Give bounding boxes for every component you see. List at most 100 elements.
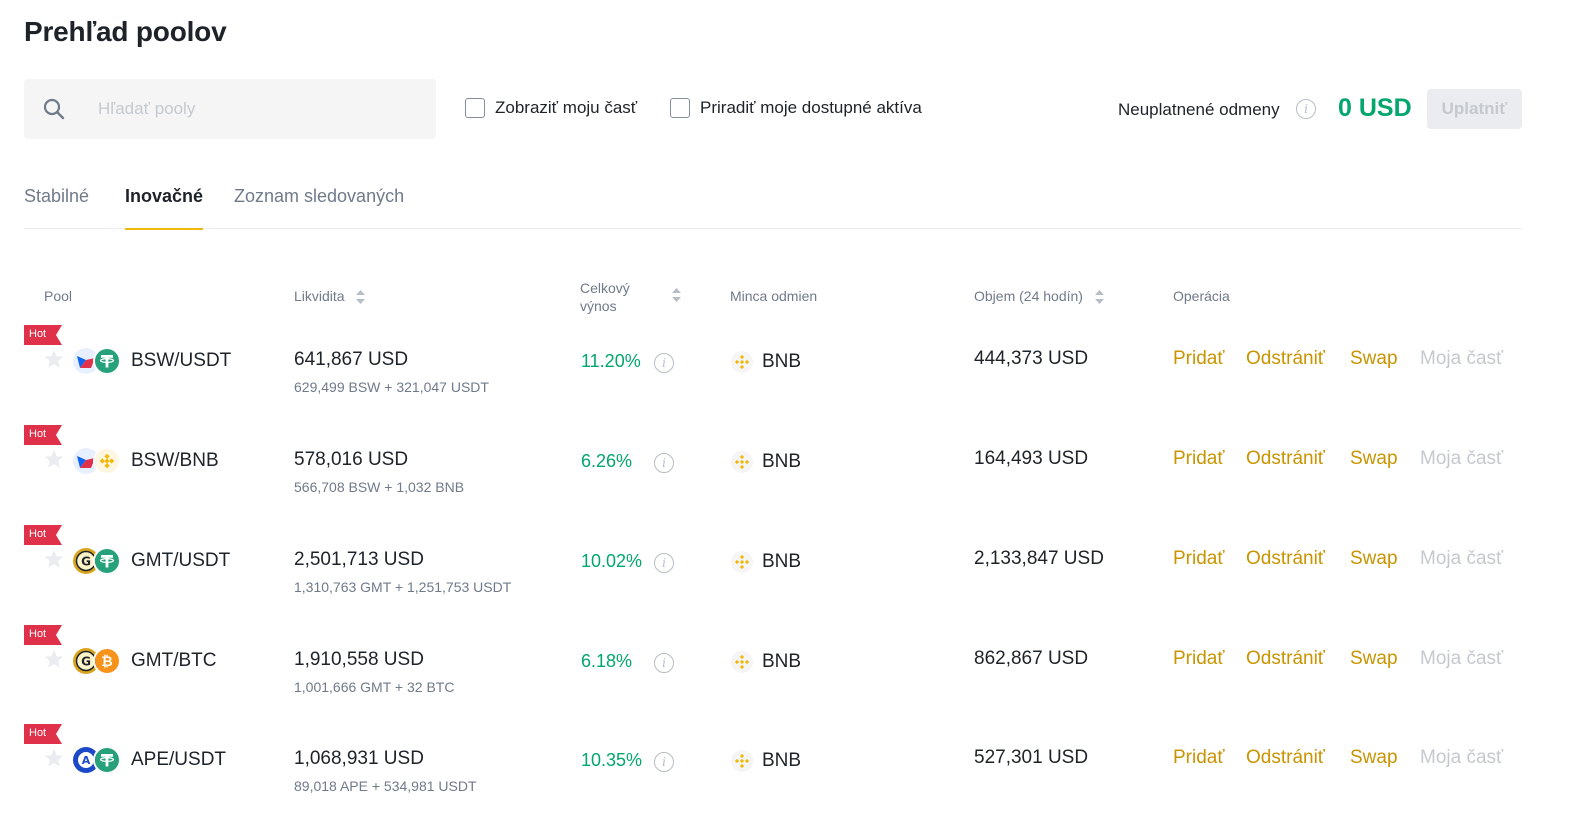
star-icon[interactable] [44, 549, 64, 569]
assign-assets-checkbox[interactable]: Priradiť moje dostupné aktíva [670, 98, 922, 118]
svg-text:G: G [81, 655, 91, 669]
show-my-share-checkbox[interactable]: Zobraziť moju časť [465, 98, 637, 118]
table-row: Hot BSW/USDT 641,867 USD 629,499 BSW + 321,… [24, 325, 1522, 425]
liquidity-value: 1,910,558 USD [294, 649, 424, 670]
total-yield-value: 6.18% [581, 651, 633, 671]
hot-badge: Hot [24, 525, 62, 545]
info-icon[interactable]: i [1296, 99, 1316, 119]
liquidity-value: 1,068,931 USD [294, 748, 424, 769]
tab-stable[interactable]: Stabilné [24, 186, 90, 206]
show-my-share-checkbox-box[interactable] [465, 98, 485, 118]
claim-button[interactable]: Uplatniť [1427, 89, 1522, 129]
hot-badge-label: Hot [29, 428, 47, 440]
reward-coin: BNB [762, 651, 802, 672]
column-header-total-yield-line2: výnos [580, 298, 617, 314]
my-share-button[interactable]: Moja časť [1420, 648, 1504, 669]
column-header-volume-label: Objem (24 hodín) [974, 288, 1083, 304]
reward-coin: BNB [762, 750, 802, 771]
usdt-icon [93, 746, 121, 774]
column-header-total-yield-line1: Celkový [580, 280, 630, 296]
liquidity-detail: 1,310,763 GMT + 1,251,753 USDT [294, 579, 512, 595]
my-share-button[interactable]: Moja časť [1420, 548, 1504, 569]
pool-pair[interactable]: BSW/USDT [131, 350, 232, 371]
swap-button[interactable]: Swap [1350, 348, 1398, 369]
add-button[interactable]: Pridať [1173, 548, 1225, 569]
add-button[interactable]: Pridať [1173, 648, 1225, 669]
unclaimed-rewards-value: 0 USD [1338, 94, 1412, 122]
info-icon[interactable]: i [654, 752, 674, 772]
liquidity-value: 2,501,713 USD [294, 549, 424, 570]
add-button[interactable]: Pridať [1173, 747, 1225, 768]
hot-badge: Hot [24, 724, 62, 744]
swap-button[interactable]: Swap [1350, 648, 1398, 669]
info-icon[interactable]: i [654, 653, 674, 673]
add-button[interactable]: Pridať [1173, 348, 1225, 369]
table-row: Hot G ₿ GMT/BTC 1,910,558 USD 1,001,666 GMT +… [24, 625, 1522, 725]
table-row: Hot G GMT/USDT 2,501,713 USD 1,310,763 GMT +… [24, 525, 1522, 625]
total-yield-value: 11.20% [581, 351, 641, 371]
liquidity-detail: 89,018 APE + 534,981 USDT [294, 778, 477, 794]
bsw-icon [72, 347, 100, 375]
pool-pair[interactable]: GMT/USDT [131, 550, 231, 571]
tab-watchlist[interactable]: Zoznam sledovaných [234, 186, 405, 206]
info-icon[interactable]: i [654, 453, 674, 473]
search-input[interactable] [98, 99, 398, 119]
bnb-icon [731, 750, 753, 772]
remove-button[interactable]: Odstrániť [1246, 448, 1325, 469]
my-share-button[interactable]: Moja časť [1420, 448, 1504, 469]
column-header-operation: Operácia [1173, 288, 1230, 304]
assign-assets-checkbox-box[interactable] [670, 98, 690, 118]
star-icon[interactable] [44, 748, 64, 768]
hot-badge-label: Hot [29, 628, 47, 640]
table-row: Hot BSW/BNB 578,016 USD 566,708 BSW + 1,032… [24, 425, 1522, 525]
sort-icon[interactable] [672, 288, 681, 302]
svg-text:₿: ₿ [101, 654, 112, 670]
info-icon[interactable]: i [654, 353, 674, 373]
tab-innovative[interactable]: Inovačné [125, 186, 204, 230]
remove-button[interactable]: Odstrániť [1246, 648, 1325, 669]
add-button[interactable]: Pridať [1173, 448, 1225, 469]
remove-button[interactable]: Odstrániť [1246, 348, 1325, 369]
volume-value: 164,493 USD [974, 448, 1089, 469]
liquidity-detail: 566,708 BSW + 1,032 BNB [294, 479, 465, 495]
my-share-button[interactable]: Moja časť [1420, 747, 1504, 768]
remove-button[interactable]: Odstrániť [1246, 548, 1325, 569]
swap-button[interactable]: Swap [1350, 548, 1398, 569]
hot-badge-label: Hot [29, 727, 47, 739]
star-icon[interactable] [44, 449, 64, 469]
gmt-icon: G [72, 547, 100, 575]
bnb-icon [731, 651, 753, 673]
page-title: Prehľad poolov [24, 16, 227, 47]
column-header-volume[interactable]: Objem (24 hodín) [974, 288, 1104, 305]
bnb-icon [731, 551, 753, 573]
pool-pair[interactable]: APE/USDT [131, 749, 227, 770]
total-yield-value: 10.02% [581, 551, 643, 571]
total-yield-value: 6.26% [581, 451, 633, 471]
bnb-icon [93, 447, 121, 475]
pool-pair[interactable]: GMT/BTC [131, 650, 217, 671]
info-icon[interactable]: i [654, 553, 674, 573]
pool-pair[interactable]: BSW/BNB [131, 450, 219, 471]
swap-button[interactable]: Swap [1350, 747, 1398, 768]
bnb-icon [731, 351, 753, 373]
sort-icon[interactable] [1094, 290, 1104, 305]
svg-text:G: G [81, 555, 91, 569]
pool-tabs: Stabilné Inovačné Zoznam sledovaných [24, 186, 1522, 230]
hot-badge: Hot [24, 425, 62, 445]
reward-coin: BNB [762, 351, 802, 372]
column-header-pool: Pool [44, 288, 73, 304]
swap-button[interactable]: Swap [1350, 448, 1398, 469]
my-share-button[interactable]: Moja časť [1420, 348, 1504, 369]
reward-coin: BNB [762, 451, 802, 472]
bnb-icon [731, 451, 753, 473]
remove-button[interactable]: Odstrániť [1246, 747, 1325, 768]
column-header-total-yield[interactable]: Celkový výnos [580, 279, 630, 315]
search-box[interactable] [24, 79, 436, 139]
svg-text:A: A [82, 754, 91, 767]
column-header-reward-coin: Minca odmien [730, 288, 818, 304]
star-icon[interactable] [44, 649, 64, 669]
hot-badge-label: Hot [29, 328, 47, 340]
star-icon[interactable] [44, 349, 64, 369]
sort-icon[interactable] [356, 290, 366, 305]
column-header-liquidity[interactable]: Likvidita [294, 288, 366, 305]
